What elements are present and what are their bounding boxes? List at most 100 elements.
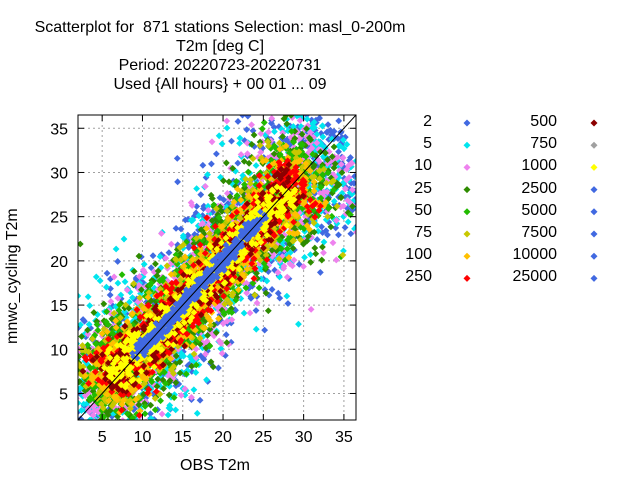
scatter-point (97, 420, 104, 427)
scatter-point (234, 118, 242, 125)
scatter-point (357, 171, 364, 178)
scatter-point (255, 259, 263, 267)
scatter-point (128, 453, 135, 460)
scatter-point (156, 285, 164, 293)
scatter-point (312, 169, 320, 177)
scatter-point (91, 363, 98, 371)
scatter-point (98, 330, 106, 338)
scatter-point (106, 291, 114, 299)
scatter-point (341, 185, 349, 193)
scatter-point (84, 367, 92, 375)
scatter-point (190, 386, 198, 394)
scatter-point (220, 310, 228, 318)
scatter-point (96, 277, 104, 285)
scatter-point (323, 129, 331, 136)
scatter-point (215, 132, 223, 140)
scatter-point (256, 256, 264, 264)
scatter-point (280, 155, 288, 163)
scatter-point (129, 414, 137, 420)
scatter-point (70, 321, 77, 328)
scatter-point (325, 148, 333, 156)
scatter-point (232, 178, 240, 185)
scatter-point (313, 236, 321, 243)
scatter-point (290, 256, 298, 264)
scatter-point (253, 269, 260, 277)
scatter-point (150, 268, 158, 276)
scatter-point (68, 386, 75, 393)
scatter-point (126, 422, 133, 429)
scatter-point (304, 232, 312, 240)
scatter-point (70, 372, 77, 379)
scatter-point (140, 451, 147, 458)
scatter-point (264, 138, 272, 146)
scatter-point (172, 406, 180, 414)
scatter-point (298, 130, 306, 138)
scatter-point (228, 309, 236, 316)
scatter-point (283, 245, 291, 253)
scatter-point (293, 94, 300, 101)
scatter-point (112, 245, 120, 253)
scatter-point (89, 411, 97, 419)
scatter-point (126, 422, 133, 429)
scatter-point (295, 98, 302, 105)
scatter-point (286, 249, 294, 257)
scatter-point (248, 140, 256, 148)
scatter-point (220, 177, 227, 185)
scatter-point (179, 232, 187, 240)
scatter-point (84, 345, 92, 353)
scatter-point (139, 266, 147, 274)
scatter-point (121, 308, 128, 316)
scatter-point (132, 447, 139, 454)
scatter-point (122, 433, 129, 440)
scatter-point (302, 153, 310, 160)
scatter-point (244, 150, 251, 158)
scatter-point (106, 420, 113, 427)
scatter-point (295, 173, 303, 180)
scatter-point (250, 143, 258, 150)
scatter-point (295, 320, 302, 328)
scatter-point (99, 362, 107, 370)
scatter-point (181, 385, 189, 393)
scatter-point (111, 436, 118, 443)
scatter-point (279, 133, 287, 140)
scatter-point (363, 184, 370, 191)
scatter-point (204, 202, 212, 210)
scatter-point (41, 382, 48, 389)
scatter-point (212, 150, 220, 158)
scatter-point (121, 420, 128, 427)
scatter-point (340, 202, 347, 210)
scatter-point (276, 188, 283, 196)
scatter-point (315, 167, 323, 175)
scatter-point (151, 469, 158, 476)
scatter-point (130, 280, 138, 288)
scatter-point (288, 162, 295, 170)
scatter-point (352, 157, 356, 165)
scatter-point (291, 226, 299, 233)
scatter-point (158, 343, 165, 351)
scatter-point (305, 134, 313, 142)
scatter-point (135, 322, 142, 330)
scatter-point (318, 141, 326, 149)
scatter-point (147, 376, 155, 384)
scatter-point (215, 337, 223, 345)
scatter-point (265, 128, 272, 136)
scatter-point (317, 183, 325, 191)
scatter-point (217, 345, 225, 353)
scatter-point (67, 281, 74, 288)
scatter-point (312, 250, 320, 258)
scatter-point (102, 337, 109, 345)
scatter-point (70, 334, 77, 341)
scatter-point (335, 117, 343, 125)
scatter-point (360, 181, 367, 188)
scatter-point (218, 140, 226, 148)
scatter-point (360, 170, 367, 177)
scatter-point (94, 326, 102, 334)
scatter-point (27, 359, 34, 366)
scatter-point (201, 183, 209, 190)
scatter-point (324, 121, 332, 129)
scatter-point (307, 251, 314, 258)
scatter-point (218, 207, 226, 215)
scatter-point (86, 394, 94, 402)
scatter-point (207, 191, 215, 199)
scatter-point (154, 375, 162, 383)
